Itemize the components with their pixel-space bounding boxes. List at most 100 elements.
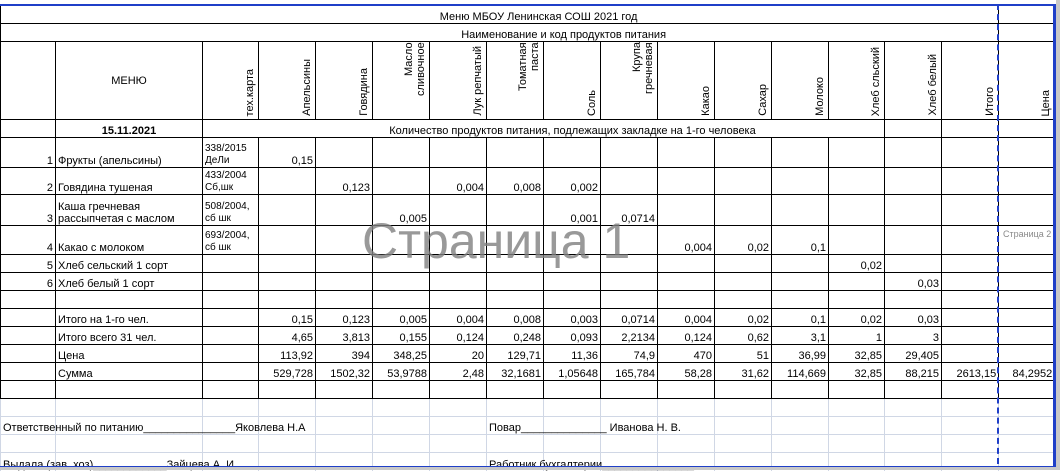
cell[interactable] bbox=[998, 434, 1055, 453]
quantity-cell[interactable] bbox=[600, 254, 658, 273]
quantity-cell[interactable] bbox=[429, 272, 487, 291]
quantity-cell[interactable] bbox=[258, 167, 316, 195]
total-label[interactable]: Итого на 1-го чел. bbox=[55, 308, 203, 327]
cell[interactable] bbox=[543, 434, 601, 453]
quantity-cell[interactable] bbox=[486, 225, 544, 255]
header-product[interactable]: Томатная паста bbox=[486, 41, 544, 120]
total-cell[interactable]: 32,85 bbox=[828, 344, 885, 363]
total-cell[interactable]: 51 bbox=[714, 344, 772, 363]
quantity-cell[interactable] bbox=[543, 225, 601, 255]
cell[interactable] bbox=[828, 398, 885, 417]
total-cell[interactable]: 0,1 bbox=[771, 308, 829, 327]
cell[interactable] bbox=[600, 452, 658, 471]
cell[interactable] bbox=[486, 398, 544, 417]
quantity-cell[interactable] bbox=[884, 254, 942, 273]
dish-number[interactable]: 5 bbox=[0, 254, 56, 273]
cell[interactable] bbox=[55, 398, 203, 417]
header-product[interactable]: Молоко bbox=[771, 41, 829, 120]
cell[interactable] bbox=[828, 290, 885, 309]
total-label[interactable]: Сумма bbox=[55, 362, 203, 381]
cell[interactable] bbox=[486, 290, 544, 309]
total-cell[interactable]: 36,99 bbox=[771, 344, 829, 363]
total-cell[interactable]: 113,92 bbox=[258, 344, 316, 363]
quantity-cell[interactable]: 0,001 bbox=[543, 194, 601, 226]
quantity-cell[interactable]: 0,03 bbox=[884, 272, 942, 291]
cell[interactable] bbox=[771, 398, 829, 417]
header-product[interactable]: Лук репчатый bbox=[429, 41, 487, 120]
cell[interactable] bbox=[884, 380, 942, 399]
cell[interactable] bbox=[55, 416, 203, 435]
dish-number[interactable]: 3 bbox=[0, 194, 56, 226]
cell[interactable] bbox=[714, 434, 772, 453]
quantity-cell[interactable]: 0,004 bbox=[657, 225, 715, 255]
total-cell[interactable]: 3,813 bbox=[315, 326, 373, 345]
cell[interactable] bbox=[940, 119, 1000, 138]
cell[interactable] bbox=[202, 416, 259, 435]
total-cell[interactable]: 0,0714 bbox=[600, 308, 658, 327]
signature[interactable]: Повар______________ Иванова Н. В. bbox=[486, 416, 681, 435]
dish-number[interactable]: 1 bbox=[0, 137, 56, 168]
quantity-cell[interactable] bbox=[600, 167, 658, 195]
cell[interactable] bbox=[657, 290, 715, 309]
cell[interactable] bbox=[55, 434, 203, 453]
dish-name[interactable]: Фрукты (апельсины) bbox=[55, 137, 203, 168]
cell[interactable] bbox=[940, 452, 999, 471]
total-cell[interactable]: 32,1681 bbox=[486, 362, 544, 381]
cell[interactable] bbox=[657, 380, 715, 399]
cell[interactable] bbox=[998, 23, 1056, 42]
cell[interactable] bbox=[884, 416, 942, 435]
cell[interactable] bbox=[543, 398, 601, 417]
dish-number[interactable]: 2 bbox=[0, 167, 56, 195]
quantity-cell[interactable] bbox=[372, 225, 430, 255]
cell[interactable] bbox=[543, 290, 601, 309]
cell[interactable] bbox=[372, 398, 430, 417]
header-product[interactable]: Какао bbox=[657, 41, 715, 120]
total-cell[interactable]: 53,9788 bbox=[372, 362, 430, 381]
cell[interactable] bbox=[940, 398, 999, 417]
total-cell[interactable]: 470 bbox=[657, 344, 715, 363]
total-label[interactable]: Цена bbox=[55, 344, 203, 363]
cell[interactable] bbox=[714, 416, 772, 435]
quantity-cell[interactable] bbox=[884, 167, 942, 195]
quantity-cell[interactable]: 0,02 bbox=[714, 225, 772, 255]
total-cell[interactable] bbox=[998, 344, 1056, 363]
cell[interactable] bbox=[258, 398, 316, 417]
quantity-cell[interactable] bbox=[884, 194, 942, 226]
quantity-cell[interactable]: 0,1 bbox=[771, 225, 829, 255]
cell[interactable] bbox=[258, 290, 316, 309]
quantity-cell[interactable] bbox=[998, 167, 1056, 195]
quantity-cell[interactable] bbox=[600, 225, 658, 255]
quantity-cell[interactable] bbox=[429, 137, 487, 168]
cell[interactable] bbox=[258, 452, 316, 471]
quantity-cell[interactable] bbox=[940, 137, 1000, 168]
tech-card[interactable]: 338/2015 ДеЛи bbox=[202, 137, 259, 168]
quantity-cell[interactable] bbox=[258, 194, 316, 226]
cell[interactable] bbox=[486, 434, 544, 453]
cell[interactable] bbox=[258, 416, 316, 435]
total-cell[interactable]: 529,728 bbox=[258, 362, 316, 381]
quantity-cell[interactable] bbox=[372, 272, 430, 291]
quantity-cell[interactable] bbox=[657, 254, 715, 273]
cell[interactable] bbox=[55, 380, 203, 399]
total-cell[interactable]: 0,02 bbox=[714, 308, 772, 327]
header-product[interactable]: Говядина bbox=[315, 41, 373, 120]
total-cell[interactable]: 32,85 bbox=[828, 362, 885, 381]
menu-date[interactable]: 15.11.2021 bbox=[55, 119, 203, 138]
total-cell[interactable]: 1,05648 bbox=[543, 362, 601, 381]
cell[interactable] bbox=[0, 41, 56, 120]
cell[interactable] bbox=[771, 434, 829, 453]
quantity-cell[interactable]: 0,02 bbox=[828, 254, 885, 273]
header-product[interactable]: Сахар bbox=[714, 41, 772, 120]
tech-card[interactable] bbox=[202, 254, 259, 273]
total-cell[interactable]: 394 bbox=[315, 344, 373, 363]
total-cell[interactable]: 165,784 bbox=[600, 362, 658, 381]
quantity-cell[interactable] bbox=[828, 167, 885, 195]
quantity-cell[interactable] bbox=[714, 272, 772, 291]
cell[interactable] bbox=[600, 416, 658, 435]
quantity-cell[interactable] bbox=[543, 272, 601, 291]
quantity-cell[interactable] bbox=[771, 194, 829, 226]
total-cell[interactable]: 20 bbox=[429, 344, 487, 363]
cell[interactable] bbox=[258, 380, 316, 399]
cell[interactable] bbox=[429, 434, 487, 453]
tech-card[interactable] bbox=[202, 272, 259, 291]
